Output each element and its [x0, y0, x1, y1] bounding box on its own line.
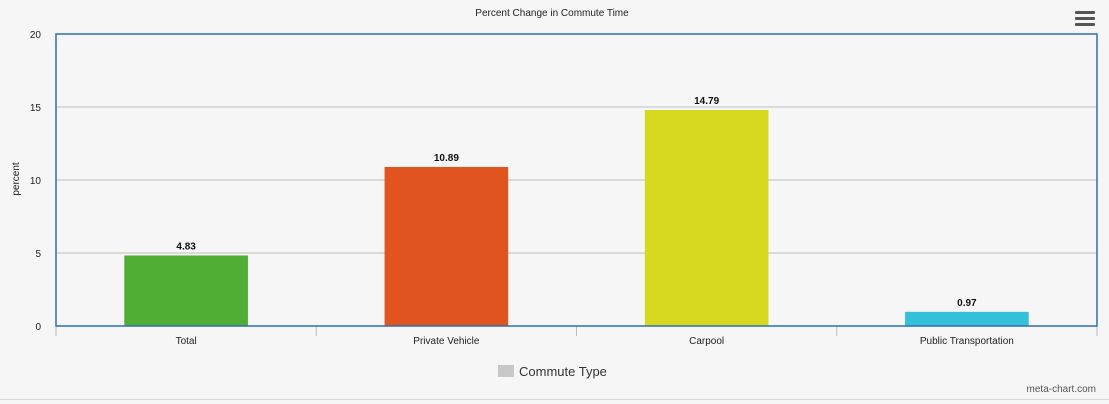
chart-title: Percent Change in Commute Time [475, 8, 629, 19]
plot-area-border [55, 33, 1098, 327]
y-axis-label: percent [11, 162, 22, 196]
credit-text: meta-chart.com [1026, 384, 1096, 395]
gridlines [56, 106, 1097, 254]
data-labels: 4.83 10.89 14.79 0.97 [176, 96, 977, 309]
x-tick-label: Total [176, 336, 197, 347]
y-tick-label: 15 [30, 103, 42, 114]
legend-item-commute-type[interactable]: Commute Type [498, 362, 607, 380]
bars [124, 110, 1029, 326]
data-label: 14.79 [694, 96, 719, 107]
x-tick-label: Public Transportation [920, 336, 1014, 347]
y-tick-label: 10 [30, 176, 42, 187]
data-label: 10.89 [434, 153, 459, 164]
y-tick-label: 20 [30, 30, 42, 41]
bar-total [124, 255, 248, 326]
data-label: 0.97 [957, 298, 977, 309]
x-tick-label: Private Vehicle [413, 336, 480, 347]
x-axis-ticks: Total Private Vehicle Carpool Public Transp… [55, 326, 1098, 347]
y-axis-ticks: 0 5 10 15 20 [30, 30, 42, 333]
data-label: 4.83 [176, 241, 196, 252]
y-tick-label: 0 [35, 322, 41, 333]
legend-swatch [498, 365, 514, 377]
y-tick-label: 5 [35, 249, 41, 260]
bar-carpool [644, 110, 769, 326]
legend-label: Commute Type [519, 363, 607, 379]
bar-private-vehicle [384, 167, 509, 326]
x-tick-label: Carpool [689, 336, 724, 347]
bottom-divider [0, 399, 1109, 400]
hamburger-menu-icon[interactable] [1075, 11, 1095, 28]
bar-public-transportation [905, 311, 1029, 326]
